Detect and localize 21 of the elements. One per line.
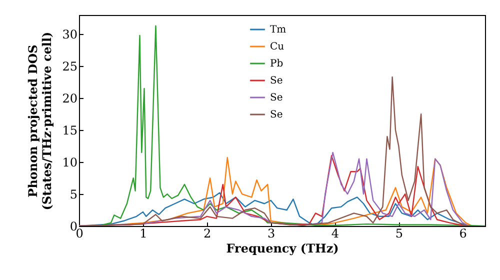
x-tick-label: 3 <box>267 226 276 240</box>
legend-label: Se <box>270 92 283 104</box>
line-series <box>79 76 470 226</box>
x-tick-label: 6 <box>459 226 467 240</box>
x-tick-label: 5 <box>395 226 404 240</box>
y-axis-title: Phonon projected DOS (States/THz·primitive cell) <box>26 32 54 210</box>
x-tick-label: 2 <box>204 226 212 240</box>
legend-label: Pb <box>270 58 284 70</box>
legend-label: Tm <box>270 24 287 36</box>
legend-label: Se <box>270 76 283 86</box>
legend-label: Cu <box>270 42 285 52</box>
x-tick-label: 1 <box>140 226 148 240</box>
y-tick-label: 30 <box>62 28 78 42</box>
y-tick-label: 25 <box>62 60 78 74</box>
x-axis-title: Frequency (THz) <box>226 242 339 256</box>
y-tick-label: 15 <box>62 124 78 138</box>
y-tick-label: 20 <box>62 92 78 106</box>
legend-label: Se <box>270 110 283 120</box>
x-tick-label: 4 <box>331 226 340 240</box>
y-tick-label: 5 <box>70 188 78 202</box>
y-tick-label: 10 <box>62 156 78 170</box>
